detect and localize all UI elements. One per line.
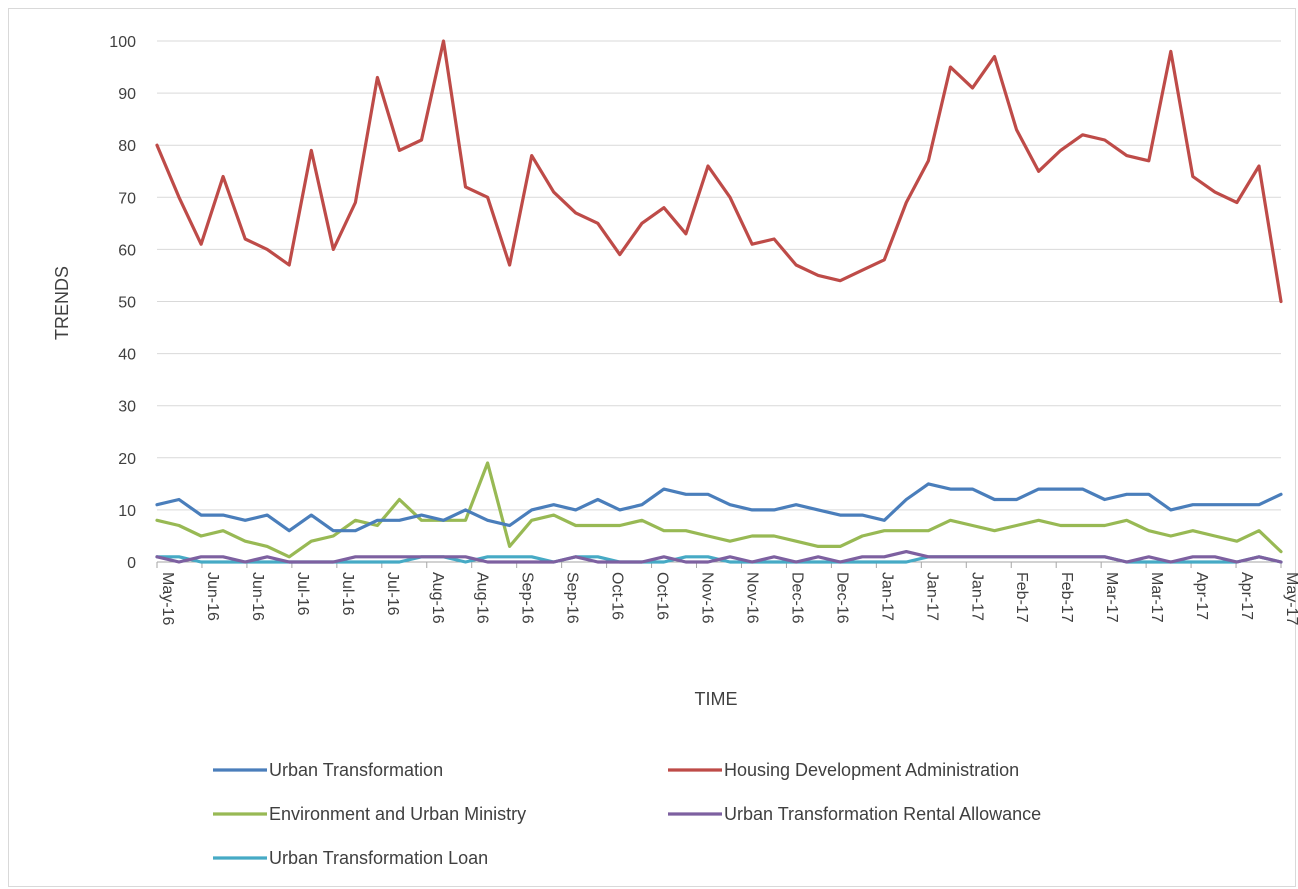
y-tick-label: 0 <box>127 555 136 572</box>
legend-label: Environment and Urban Ministry <box>269 804 526 824</box>
y-tick-label: 90 <box>118 86 136 103</box>
y-tick-label: 100 <box>109 34 136 51</box>
x-tick-label: Jul-16 <box>294 572 311 616</box>
series-line-2 <box>155 461 1283 559</box>
x-tick-label: Jun-16 <box>249 572 266 621</box>
x-tick-label: Jan-17 <box>923 572 940 621</box>
y-tick-label: 70 <box>118 190 136 207</box>
x-tick-label: Sep-16 <box>564 572 581 624</box>
legend-label: Housing Development Administration <box>724 760 1019 780</box>
y-tick-label: 80 <box>118 138 136 155</box>
grid-lines <box>157 40 1281 511</box>
x-tick-label: Jul-16 <box>384 572 401 616</box>
x-tick-label: Apr-17 <box>1193 572 1210 620</box>
x-tick-label: Jul-16 <box>339 572 356 616</box>
y-axis-title: TRENDS <box>52 266 72 340</box>
y-tick-labels: 0 10 20 30 40 50 60 70 80 90 100 <box>109 34 136 572</box>
x-tick-labels: May-16 Jun-16 Jun-16 Jul-16 Jul-16 Jul-16 Aug-… <box>159 572 1298 625</box>
x-tick-label: Jun-16 <box>204 572 221 621</box>
x-tick-label: Feb-17 <box>1058 572 1075 623</box>
y-tick-label: 10 <box>118 503 136 520</box>
series-line-1 <box>155 39 1283 304</box>
chart-frame <box>8 8 1296 887</box>
x-tick-label: Aug-16 <box>429 572 446 624</box>
series-line-3 <box>155 549 1283 564</box>
x-tick-label: May-17 <box>1283 572 1298 625</box>
y-tick-label: 40 <box>118 347 136 364</box>
x-tick-label: Dec-16 <box>788 572 805 624</box>
x-tick-label: Feb-17 <box>1013 572 1030 623</box>
x-tick-label: Jan-17 <box>968 572 985 621</box>
x-tick-label: Mar-17 <box>1148 572 1165 623</box>
y-tick-label: 30 <box>118 399 136 416</box>
y-tick-label: 60 <box>118 242 136 259</box>
x-tick-label: Mar-17 <box>1103 572 1120 623</box>
x-tick-label: Apr-17 <box>1238 572 1255 620</box>
legend-label: Urban Transformation Rental Allowance <box>724 804 1041 824</box>
x-tick-label: Dec-16 <box>833 572 850 624</box>
x-tick-label: Oct-16 <box>654 572 671 620</box>
y-tick-label: 50 <box>118 295 136 312</box>
x-tick-label: Nov-16 <box>699 572 716 624</box>
legend-label: Urban Transformation <box>269 760 443 780</box>
series-line-0 <box>155 482 1283 533</box>
x-tick-label: Nov-16 <box>743 572 760 624</box>
x-axis-title: TIME <box>695 689 738 709</box>
series-lines <box>155 39 1283 564</box>
x-tick-label: Aug-16 <box>474 572 491 624</box>
x-tick-label: Sep-16 <box>519 572 536 624</box>
legend: Urban Transformation Housing Development … <box>213 760 1041 868</box>
x-tick-label: May-16 <box>159 572 176 625</box>
y-tick-label: 20 <box>118 451 136 468</box>
x-tick-label: Jan-17 <box>878 572 895 621</box>
x-tick-label: Oct-16 <box>609 572 626 620</box>
legend-label: Urban Transformation Loan <box>269 848 488 868</box>
